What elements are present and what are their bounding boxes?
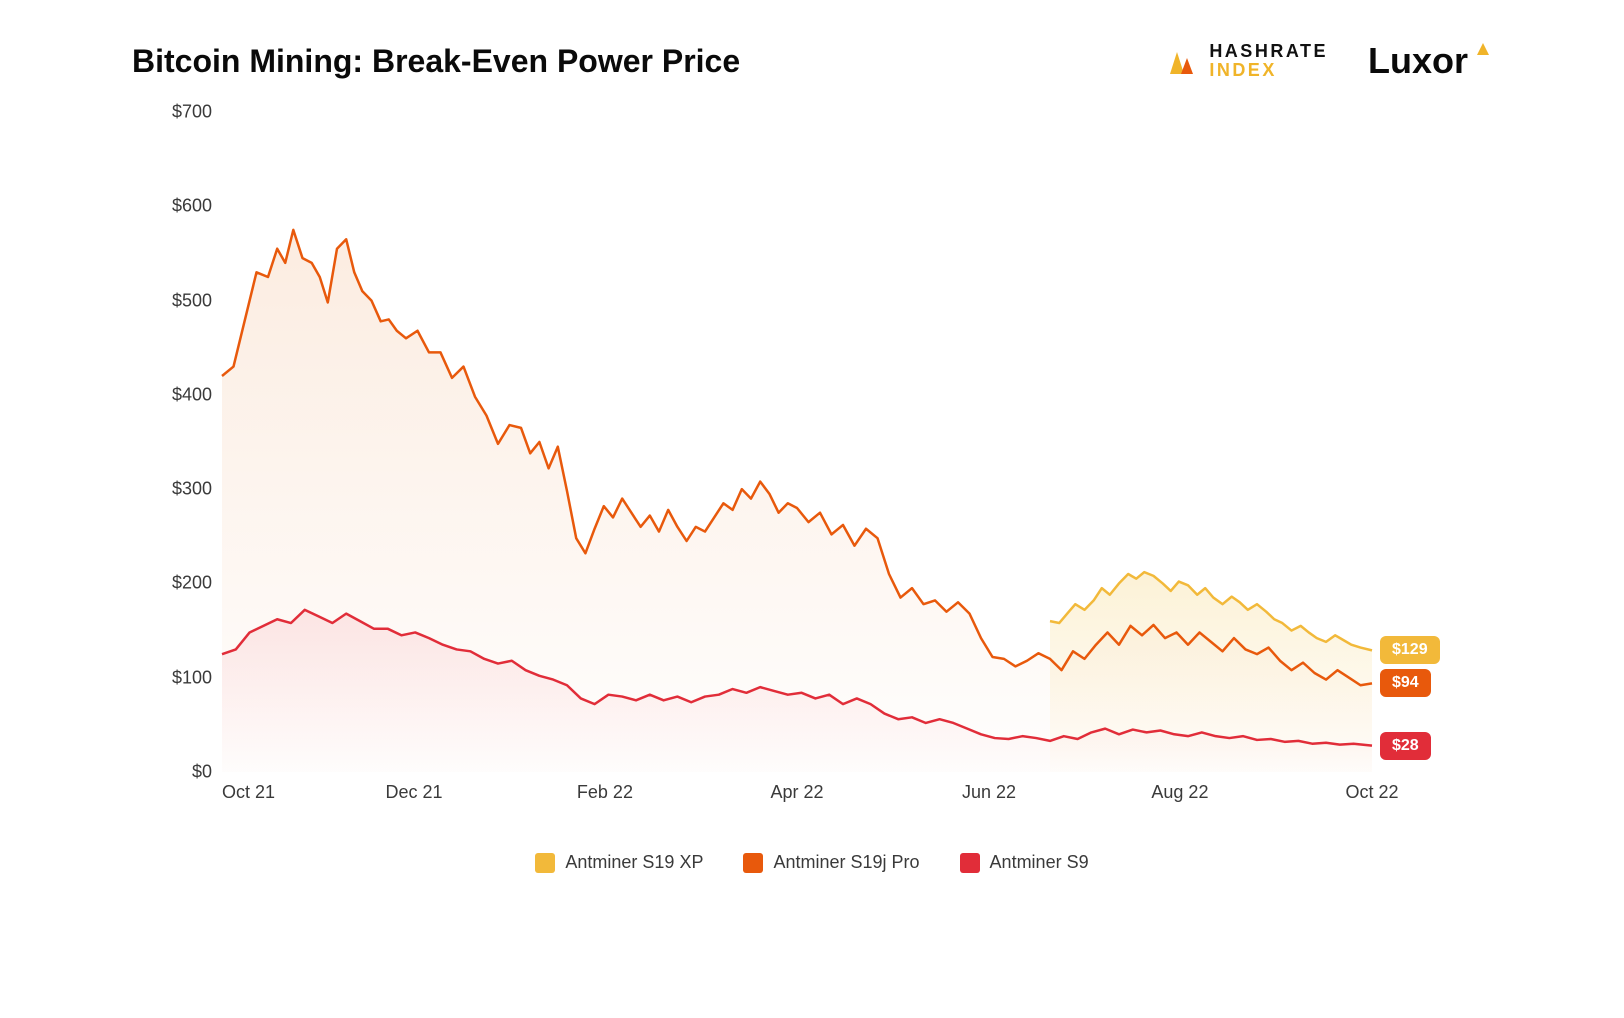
header: Bitcoin Mining: Break-Even Power Price H…: [132, 40, 1492, 82]
chart-svg: [222, 112, 1372, 772]
legend: Antminer S19 XP Antminer S19j Pro Antminer…: [132, 852, 1492, 873]
hashrate-text: HASHRATE INDEX: [1209, 42, 1328, 80]
legend-item-s9: Antminer S9: [960, 852, 1089, 873]
legend-item-s19xp: Antminer S19 XP: [535, 852, 703, 873]
y-tick-label: $300: [172, 479, 212, 500]
plot-area: [222, 112, 1372, 772]
y-tick-label: $600: [172, 196, 212, 217]
hashrate-line2: INDEX: [1209, 61, 1328, 80]
hashrate-line1: HASHRATE: [1209, 42, 1328, 61]
end-badge-s9: $28: [1380, 732, 1431, 760]
x-tick-label: Aug 22: [1151, 782, 1208, 803]
y-axis-labels: $0$100$200$300$400$500$600$700: [132, 112, 222, 772]
chart-area: $0 $100 $200 $300 $400 $500 $600 $700 $129 $94 $2…: [132, 102, 1492, 822]
legend-item-s19jpro: Antminer S19j Pro: [743, 852, 919, 873]
legend-swatch: [743, 853, 763, 873]
legend-label: Antminer S9: [990, 852, 1089, 873]
legend-label: Antminer S19 XP: [565, 852, 703, 873]
end-badge-s19xp: $129: [1380, 636, 1440, 664]
x-tick-label: Oct 22: [1345, 782, 1398, 803]
legend-swatch: [535, 853, 555, 873]
legend-swatch: [960, 853, 980, 873]
y-tick-label: $500: [172, 290, 212, 311]
x-axis-labels: Oct 21Dec 21Feb 22Apr 22Jun 22Aug 22Oct …: [222, 772, 1372, 822]
end-value-badges: $129 $94 $28: [1372, 112, 1492, 772]
end-badge-s19jpro: $94: [1380, 669, 1431, 697]
logo-group: HASHRATE INDEX Luxor: [1161, 40, 1492, 82]
y-tick-label: $400: [172, 384, 212, 405]
y-tick-label: $700: [172, 102, 212, 123]
x-tick-label: Feb 22: [577, 782, 633, 803]
hashrate-index-logo: HASHRATE INDEX: [1161, 42, 1328, 80]
luxor-triangle-icon: [1474, 40, 1492, 58]
chart-title: Bitcoin Mining: Break-Even Power Price: [132, 43, 740, 80]
hashrate-triangles-icon: [1161, 44, 1199, 78]
x-tick-label: Jun 22: [962, 782, 1016, 803]
y-tick-label: $100: [172, 667, 212, 688]
luxor-logo: Luxor: [1368, 40, 1492, 82]
x-tick-label: Dec 21: [386, 782, 443, 803]
x-tick-label: Oct 21: [222, 782, 275, 803]
x-tick-label: Apr 22: [770, 782, 823, 803]
y-tick-label: $200: [172, 573, 212, 594]
chart-container: Bitcoin Mining: Break-Even Power Price H…: [112, 0, 1512, 893]
legend-label: Antminer S19j Pro: [773, 852, 919, 873]
luxor-text: Luxor: [1368, 40, 1468, 82]
y-tick-label: $0: [192, 762, 212, 783]
